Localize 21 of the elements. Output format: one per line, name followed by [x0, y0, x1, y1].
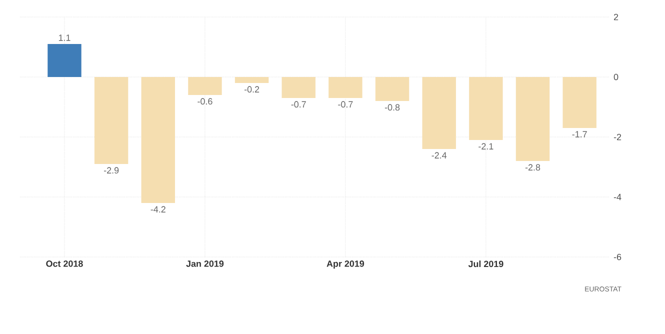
data-label: -4.2 [150, 206, 166, 212]
x-tick-label: Apr 2019 [326, 260, 364, 269]
x-tick-label: Jul 2019 [468, 260, 504, 268]
y-tick-label: -4 [614, 194, 622, 200]
data-label: -0.7 [338, 101, 353, 108]
y-tick-label: -2 [614, 134, 622, 140]
data-label: -0.6 [198, 98, 212, 105]
data-label: -2.9 [104, 167, 119, 174]
x-tick-label: Oct 2018 [46, 260, 83, 267]
y-tick-label: -6 [614, 254, 622, 260]
x-tick-label: Jan 2019 [186, 260, 224, 267]
y-tick-label: 2 [614, 14, 618, 20]
y-tick-label: 0 [614, 74, 618, 80]
data-label: 1.1 [58, 34, 70, 41]
data-label: -2.8 [525, 164, 540, 171]
data-label: -2.4 [432, 152, 447, 158]
data-label: -1.7 [572, 131, 587, 138]
data-label: -2.1 [478, 143, 494, 150]
data-label: -0.7 [291, 101, 306, 108]
data-label: -0.2 [244, 86, 260, 93]
data-label: -0.8 [384, 104, 400, 111]
